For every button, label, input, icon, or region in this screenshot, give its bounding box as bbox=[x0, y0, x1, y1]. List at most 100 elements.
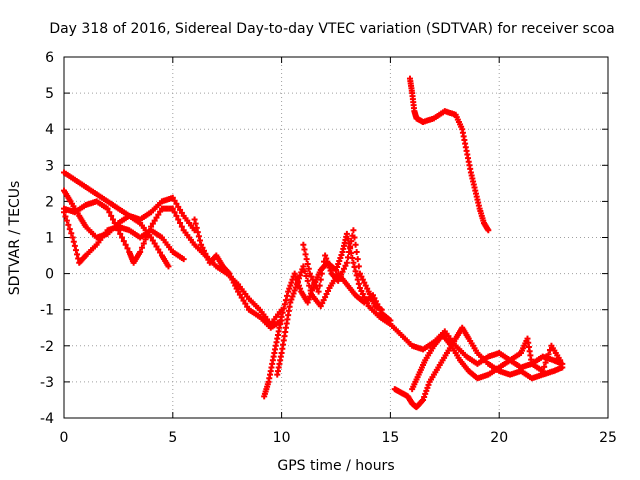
data-point bbox=[74, 251, 81, 258]
data-point bbox=[296, 275, 303, 282]
data-point bbox=[359, 276, 366, 283]
y-axis-label: SDTVAR / TECUs bbox=[7, 181, 23, 296]
y-tick-label: 3 bbox=[45, 158, 54, 174]
data-point bbox=[149, 237, 156, 244]
data-point bbox=[342, 262, 349, 269]
series-track-j bbox=[409, 331, 564, 393]
data-point bbox=[72, 247, 79, 254]
data-point bbox=[335, 277, 342, 284]
data-point bbox=[326, 264, 333, 271]
data-point bbox=[61, 209, 67, 216]
data-point bbox=[242, 300, 249, 307]
data-point bbox=[287, 299, 294, 306]
data-point bbox=[140, 240, 147, 247]
data-point bbox=[316, 282, 323, 289]
data-point bbox=[323, 291, 330, 298]
data-point bbox=[244, 303, 251, 310]
data-point bbox=[175, 203, 182, 210]
data-point bbox=[288, 279, 295, 286]
data-point bbox=[309, 276, 316, 283]
data-point bbox=[353, 272, 360, 279]
data-point bbox=[194, 229, 201, 236]
data-point bbox=[177, 206, 184, 213]
data-point bbox=[318, 270, 325, 277]
data-point bbox=[198, 241, 205, 248]
data-point bbox=[322, 294, 329, 301]
data-point bbox=[485, 227, 492, 234]
data-point bbox=[149, 220, 156, 227]
data-point bbox=[361, 279, 368, 286]
data-point bbox=[238, 294, 245, 301]
data-point bbox=[62, 213, 69, 220]
data-point bbox=[352, 241, 359, 248]
data-point bbox=[298, 269, 305, 276]
series-track-i bbox=[391, 324, 566, 411]
data-point bbox=[282, 297, 289, 304]
data-point bbox=[142, 236, 149, 243]
data-point bbox=[240, 297, 247, 304]
data-point bbox=[122, 241, 129, 248]
data-point bbox=[153, 243, 160, 250]
data-point bbox=[108, 212, 115, 219]
data-point bbox=[354, 276, 361, 283]
data-point bbox=[344, 235, 351, 242]
data-point bbox=[175, 216, 182, 223]
data-point bbox=[155, 246, 162, 253]
data-point bbox=[120, 238, 127, 245]
data-point bbox=[323, 255, 330, 262]
axis-ticks: 0 5 10 15 20 25 -4 -3 -2 -1 0 1 2 3 4 5 6 bbox=[40, 50, 617, 446]
data-point bbox=[338, 271, 345, 278]
data-point bbox=[178, 223, 185, 230]
series-track-h bbox=[300, 227, 385, 313]
data-point bbox=[288, 296, 295, 303]
data-point bbox=[286, 285, 293, 292]
data-point bbox=[284, 292, 291, 299]
data-point bbox=[336, 274, 343, 281]
data-point bbox=[308, 273, 315, 280]
data-point bbox=[70, 238, 77, 245]
data-point bbox=[356, 285, 363, 292]
data-point bbox=[351, 234, 358, 241]
data-point bbox=[358, 273, 365, 280]
data-point bbox=[353, 248, 360, 255]
data-point bbox=[278, 313, 285, 320]
data-point bbox=[424, 384, 431, 391]
data-point bbox=[355, 280, 362, 287]
data-point bbox=[280, 305, 287, 312]
data-point bbox=[151, 240, 158, 247]
data-point bbox=[138, 244, 145, 251]
data-point bbox=[320, 297, 327, 304]
data-point bbox=[311, 279, 318, 286]
data-point bbox=[346, 248, 353, 255]
data-point bbox=[422, 390, 429, 397]
data-point bbox=[200, 247, 207, 254]
data-point bbox=[358, 288, 365, 295]
data-point bbox=[289, 293, 296, 300]
data-point bbox=[232, 282, 239, 289]
data-point bbox=[235, 288, 242, 295]
data-point bbox=[339, 268, 346, 275]
data-point bbox=[191, 216, 198, 223]
data-point bbox=[233, 285, 240, 292]
data-point bbox=[195, 233, 202, 240]
data-point bbox=[291, 287, 298, 294]
data-point bbox=[66, 226, 73, 233]
data-point bbox=[559, 364, 566, 371]
data-point bbox=[319, 264, 326, 271]
data-points bbox=[61, 75, 566, 411]
data-point bbox=[327, 267, 334, 274]
data-point bbox=[343, 230, 350, 237]
data-point bbox=[291, 270, 298, 277]
data-point bbox=[281, 301, 288, 308]
data-point bbox=[354, 256, 361, 263]
y-tick-label: -1 bbox=[40, 303, 54, 319]
data-point bbox=[304, 277, 311, 284]
series-track-k bbox=[406, 75, 492, 234]
data-point bbox=[359, 291, 366, 298]
data-point bbox=[71, 242, 78, 249]
data-point bbox=[307, 287, 314, 294]
data-point bbox=[387, 317, 394, 324]
data-point bbox=[197, 237, 203, 244]
data-point bbox=[350, 259, 357, 266]
data-point bbox=[155, 211, 162, 218]
